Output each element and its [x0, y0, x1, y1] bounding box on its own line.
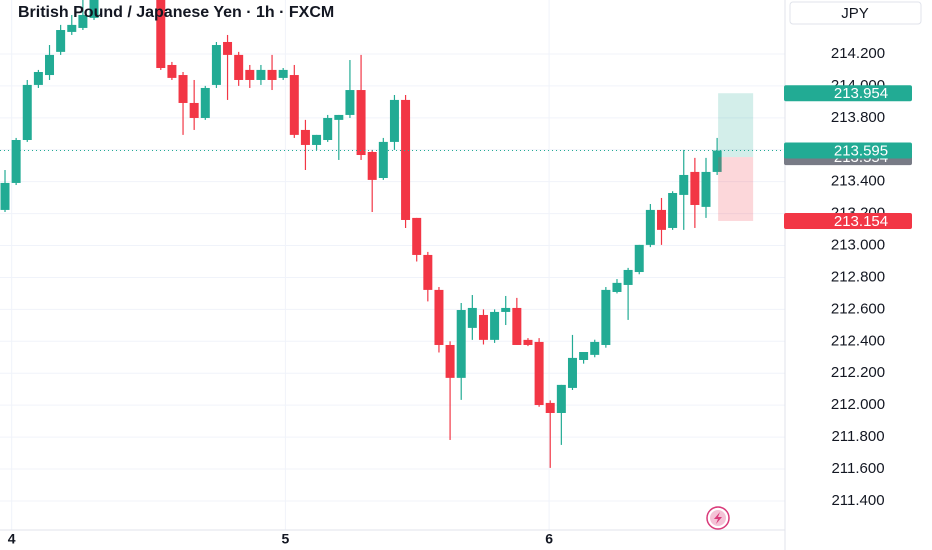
candle-body [189, 102, 199, 118]
candle-body [312, 134, 322, 145]
logo-icon [706, 506, 730, 530]
candle-body [167, 64, 177, 78]
candle-body [56, 30, 66, 52]
y-tick-label: 212.600 [831, 300, 885, 317]
candle-body [712, 150, 722, 172]
candle-body [22, 84, 32, 141]
candle-body [378, 141, 388, 178]
axes: 211.400 211.600 211.800 212.000 212.200 212.4… [8, 45, 885, 547]
candle-body [245, 69, 255, 80]
candle-body [523, 339, 533, 345]
overlay [0, 93, 785, 221]
y-tick-label: 213.800 [831, 109, 885, 126]
candle-body [211, 45, 221, 85]
candle-body [78, 15, 88, 28]
y-tick-label: 212.000 [831, 396, 885, 413]
price-label: 213.954 [834, 85, 888, 102]
position-loss [718, 157, 754, 221]
candle-body [323, 117, 333, 141]
candle-body [645, 209, 655, 245]
currency-box[interactable] [789, 1, 922, 25]
candle-body [334, 114, 344, 120]
candle-body [33, 71, 43, 85]
candle-body [267, 69, 277, 80]
candle-body [367, 151, 377, 180]
candle-body [534, 341, 544, 406]
candle-body [300, 129, 310, 145]
candle-body [490, 311, 500, 340]
currency[interactable]: JPY [841, 5, 869, 22]
candle-body [289, 75, 299, 135]
candle-body [579, 352, 589, 360]
candle-body [567, 357, 577, 388]
candle-body [178, 75, 188, 103]
candle-body [601, 289, 611, 345]
candle-body [545, 402, 555, 413]
y-tick-label: 212.800 [831, 268, 885, 285]
candle-body [501, 307, 511, 312]
candle-body [679, 174, 689, 195]
price-label: 213.595 [834, 143, 888, 160]
y-tick-label: 211.600 [831, 460, 884, 477]
candle-body [701, 171, 711, 207]
candle-body [389, 99, 399, 142]
grid [0, 0, 785, 530]
candle-body [456, 310, 466, 378]
price-label-box [784, 142, 912, 159]
y-tick-label: 214.200 [831, 45, 885, 62]
candle-body [668, 193, 678, 228]
candle-body [401, 99, 411, 220]
y-tick-label: 211.400 [831, 492, 884, 509]
candle-body [256, 69, 266, 80]
candle-body [11, 140, 21, 183]
candle-body [278, 69, 288, 78]
candle-body [223, 41, 233, 55]
x-tick-label: 6 [545, 531, 553, 547]
y-tick-label: 212.400 [831, 332, 885, 349]
candle-body [67, 24, 77, 32]
candle-body [612, 282, 622, 292]
candle-body [467, 307, 477, 328]
candle-body [234, 54, 244, 80]
candle-body [445, 344, 455, 378]
candle-body [556, 384, 566, 413]
price-label-box [784, 85, 912, 102]
x-tick-label: 5 [282, 531, 290, 547]
chart-title: British Pound / Japanese Yen · 1h · FXCM [18, 4, 334, 21]
candle-body [412, 217, 422, 255]
candle-body [345, 90, 355, 115]
candle-body [690, 171, 700, 205]
candle-body [356, 90, 366, 156]
x-tick-label: 4 [8, 531, 16, 547]
candle-body [590, 341, 600, 355]
price-label: 213.154 [834, 213, 888, 230]
candle-body [89, 0, 99, 18]
candles [0, 0, 722, 468]
y-tick-label: 212.200 [831, 364, 885, 381]
candle-body [434, 289, 444, 345]
candle-body [634, 244, 644, 273]
y-tick-label: 213.000 [831, 236, 885, 253]
candle-body [512, 307, 522, 345]
y-tick-label: 211.800 [831, 428, 884, 445]
candle-body [200, 87, 210, 118]
candle-body [156, 0, 166, 69]
candle-body [478, 314, 488, 340]
position-profit [718, 93, 754, 158]
candle-body [656, 209, 666, 230]
candle-body [45, 54, 55, 76]
y-tick-label: 213.400 [831, 173, 885, 190]
price-label-box [784, 212, 912, 229]
candle-body [0, 182, 10, 210]
candle-body [423, 254, 433, 290]
candle-body [623, 269, 633, 285]
